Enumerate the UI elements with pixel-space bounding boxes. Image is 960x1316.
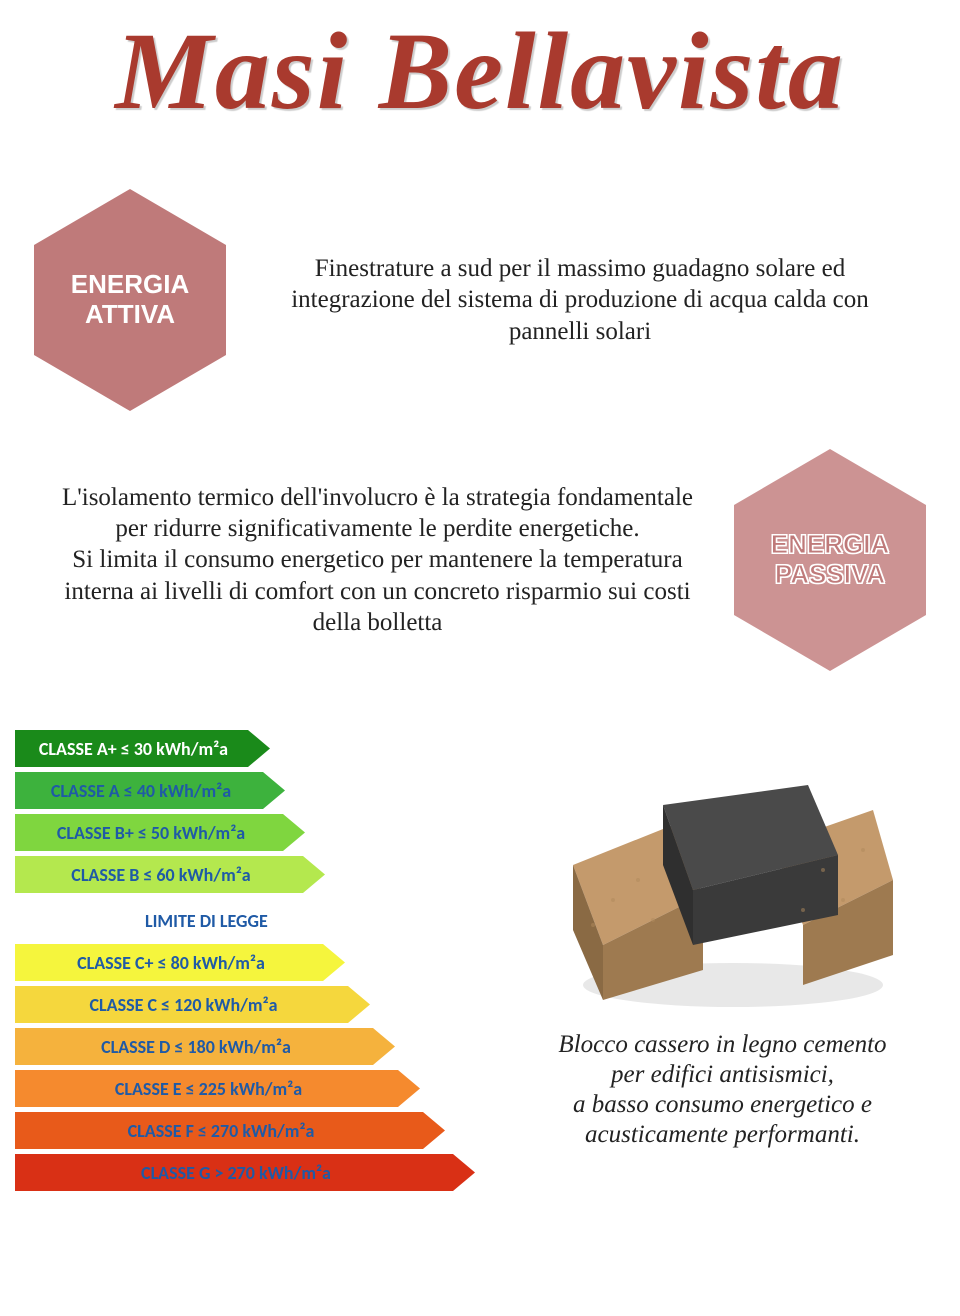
block-caption: Blocco cassero in legno cemento per edif… [548, 1030, 896, 1150]
energy-class-arrow: CLASSE C+ ≤ 80 kWh/m²a [15, 944, 345, 981]
energy-class-arrow: CLASSE D ≤ 180 kWh/m²a [15, 1028, 395, 1065]
energy-class-label: CLASSE A ≤ 40 kWh/m²a [15, 780, 285, 802]
energy-class-arrow: CLASSE B ≤ 60 kWh/m²a [15, 856, 325, 893]
paragraph-passiva: L'isolamento termico dell'involucro è la… [55, 482, 730, 638]
paragraph-passiva-1: L'isolamento termico dell'involucro è la… [62, 484, 693, 542]
section-attiva: ENERGIA ATTIVA Finestrature a sud per il… [0, 185, 960, 415]
law-limit-label: LIMITE DI LEGGE [15, 898, 505, 944]
energy-class-row: CLASSE A+ ≤ 30 kWh/m²a [15, 730, 505, 767]
energy-class-label: CLASSE C ≤ 120 kWh/m²a [15, 994, 370, 1016]
block-caption-1: Blocco cassero in legno cemento [558, 1031, 886, 1058]
energy-class-arrow: CLASSE A ≤ 40 kWh/m²a [15, 772, 285, 809]
energy-class-label: CLASSE G > 270 kWh/m²a [15, 1162, 475, 1184]
paragraph-attiva: Finestrature a sud per il massimo guadag… [230, 253, 910, 347]
energy-class-label: CLASSE B ≤ 60 kWh/m²a [15, 864, 325, 886]
energy-class-label: CLASSE F ≤ 270 kWh/m²a [15, 1120, 445, 1142]
block-column: Blocco cassero in legno cemento per edif… [505, 730, 940, 1150]
energy-class-arrow: CLASSE E ≤ 225 kWh/m²a [15, 1070, 420, 1107]
energy-class-row: CLASSE B ≤ 60 kWh/m²a [15, 856, 505, 893]
energy-class-row: CLASSE D ≤ 180 kWh/m²a [15, 1028, 505, 1065]
page-title: Masi Bellavista [0, 8, 960, 135]
hexagon-passiva: ENERGIA PASSIVA [730, 445, 930, 675]
energy-class-row: CLASSE B+ ≤ 50 kWh/m²a [15, 814, 505, 851]
energy-class-label: CLASSE C+ ≤ 80 kWh/m²a [15, 952, 345, 974]
hex-passiva-line2: PASSIVA [775, 559, 885, 589]
block-caption-4: acusticamente performanti. [585, 1121, 860, 1148]
block-illustration [543, 750, 903, 1010]
energy-class-row: CLASSE G > 270 kWh/m²a [15, 1154, 505, 1191]
energy-class-chart: CLASSE A+ ≤ 30 kWh/m²a CLASSE A ≤ 40 kWh/… [15, 730, 505, 1196]
energy-class-arrow: CLASSE B+ ≤ 50 kWh/m²a [15, 814, 305, 851]
hex-attiva-line2: ATTIVA [85, 299, 175, 329]
energy-class-arrow: CLASSE A+ ≤ 30 kWh/m²a [15, 730, 270, 767]
block-caption-3: a basso consumo energetico e [573, 1091, 872, 1118]
energy-class-row: CLASSE C ≤ 120 kWh/m²a [15, 986, 505, 1023]
energy-class-label: CLASSE A+ ≤ 30 kWh/m²a [15, 738, 270, 760]
energy-class-label: CLASSE B+ ≤ 50 kWh/m²a [15, 822, 305, 844]
hex-attiva-line1: ENERGIA [71, 269, 189, 299]
hexagon-passiva-label: ENERGIA PASSIVA [771, 530, 889, 590]
energy-class-row: CLASSE C+ ≤ 80 kWh/m²a [15, 944, 505, 981]
hexagon-attiva: ENERGIA ATTIVA [30, 185, 230, 415]
energy-class-arrow: CLASSE C ≤ 120 kWh/m²a [15, 986, 370, 1023]
section-energy-classes: CLASSE A+ ≤ 30 kWh/m²a CLASSE A ≤ 40 kWh/… [0, 730, 960, 1196]
energy-class-arrow: CLASSE G > 270 kWh/m²a [15, 1154, 475, 1191]
energy-class-label: CLASSE D ≤ 180 kWh/m²a [15, 1036, 395, 1058]
block-caption-2: per edifici antisismici, [611, 1061, 834, 1088]
section-passiva: L'isolamento termico dell'involucro è la… [0, 445, 960, 675]
paragraph-passiva-2: Si limita il consumo energetico per mant… [64, 546, 690, 636]
hex-passiva-line1: ENERGIA [771, 529, 889, 559]
energy-class-row: CLASSE F ≤ 270 kWh/m²a [15, 1112, 505, 1149]
hexagon-attiva-label: ENERGIA ATTIVA [71, 270, 189, 330]
energy-class-label: CLASSE E ≤ 225 kWh/m²a [15, 1078, 420, 1100]
energy-class-arrow: CLASSE F ≤ 270 kWh/m²a [15, 1112, 445, 1149]
energy-class-row: CLASSE A ≤ 40 kWh/m²a [15, 772, 505, 809]
energy-class-row: CLASSE E ≤ 225 kWh/m²a [15, 1070, 505, 1107]
